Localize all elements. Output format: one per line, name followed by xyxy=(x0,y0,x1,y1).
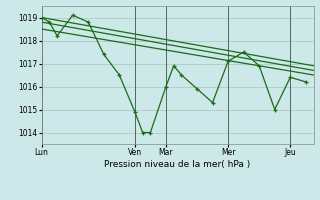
X-axis label: Pression niveau de la mer( hPa ): Pression niveau de la mer( hPa ) xyxy=(104,160,251,169)
